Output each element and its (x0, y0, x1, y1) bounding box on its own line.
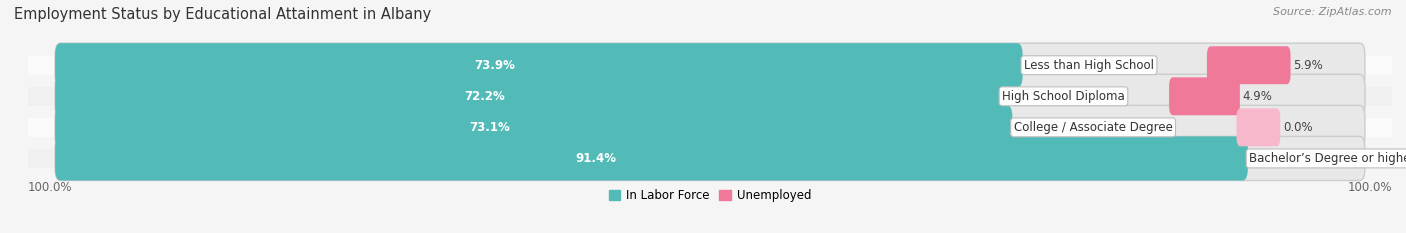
Text: 0.0%: 0.0% (1282, 121, 1312, 134)
FancyBboxPatch shape (1170, 77, 1240, 115)
FancyBboxPatch shape (1236, 108, 1281, 146)
Text: 72.2%: 72.2% (464, 90, 505, 103)
Text: Source: ZipAtlas.com: Source: ZipAtlas.com (1274, 7, 1392, 17)
Text: 73.9%: 73.9% (474, 59, 515, 72)
Text: Bachelor’s Degree or higher: Bachelor’s Degree or higher (1249, 152, 1406, 165)
FancyBboxPatch shape (55, 136, 1249, 181)
Text: 91.4%: 91.4% (575, 152, 616, 165)
Text: 100.0%: 100.0% (28, 181, 73, 194)
FancyBboxPatch shape (55, 74, 1001, 118)
FancyBboxPatch shape (55, 136, 1365, 181)
Bar (28, 149, 1392, 168)
Text: High School Diploma: High School Diploma (1002, 90, 1125, 103)
Bar (28, 56, 1392, 75)
Bar (28, 118, 1392, 137)
Legend: In Labor Force, Unemployed: In Labor Force, Unemployed (605, 184, 815, 207)
FancyBboxPatch shape (55, 105, 1365, 149)
Text: 4.9%: 4.9% (1243, 90, 1272, 103)
FancyBboxPatch shape (55, 105, 1012, 149)
Bar (28, 87, 1392, 106)
Text: Less than High School: Less than High School (1024, 59, 1154, 72)
FancyBboxPatch shape (55, 43, 1022, 87)
Text: 73.1%: 73.1% (470, 121, 510, 134)
Text: 5.9%: 5.9% (1294, 59, 1323, 72)
FancyBboxPatch shape (55, 43, 1365, 87)
Text: College / Associate Degree: College / Associate Degree (1014, 121, 1173, 134)
Text: 100.0%: 100.0% (1347, 181, 1392, 194)
Text: Employment Status by Educational Attainment in Albany: Employment Status by Educational Attainm… (14, 7, 432, 22)
FancyBboxPatch shape (55, 74, 1365, 118)
FancyBboxPatch shape (1206, 46, 1291, 84)
